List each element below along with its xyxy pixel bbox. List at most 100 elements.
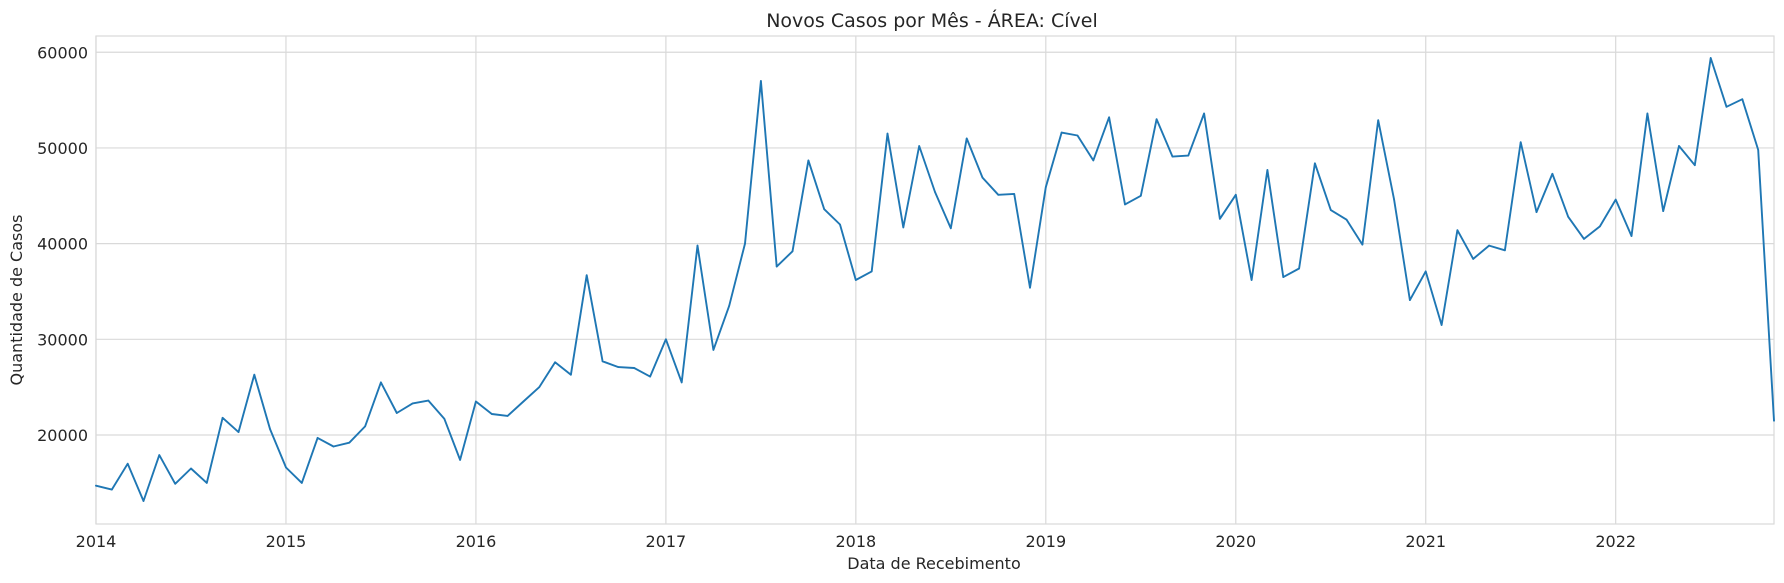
data-point [633, 367, 635, 369]
data-point [823, 208, 825, 210]
data-point [1583, 238, 1585, 240]
data-point [411, 402, 414, 405]
data-point [1456, 229, 1459, 231]
x-tick-label: 2022 [1595, 532, 1636, 551]
data-point [506, 415, 509, 417]
data-point [665, 338, 667, 341]
data-point [174, 483, 176, 485]
data-point [1504, 249, 1506, 252]
data-point [601, 360, 604, 363]
data-point [744, 242, 746, 245]
data-point [1535, 211, 1538, 213]
data-point [1773, 419, 1775, 422]
data-point [1614, 198, 1617, 201]
data-point [1440, 324, 1443, 326]
data-point [712, 349, 715, 351]
data-point [285, 466, 287, 469]
data-point [1694, 164, 1696, 166]
data-point [981, 176, 984, 179]
data-point [870, 270, 873, 273]
data-point [807, 159, 810, 162]
x-axis-ticks: 2014 2015 2016 2017 2018 2019 2020 2021 2022 [76, 532, 1636, 551]
data-point [1599, 225, 1601, 228]
data-point [1424, 270, 1427, 273]
data-point [918, 145, 920, 147]
data-point [111, 488, 113, 491]
x-tick-label: 2018 [835, 532, 876, 551]
data-point [791, 250, 794, 253]
data-point [1187, 154, 1190, 157]
data-point [142, 500, 145, 502]
y-tick-label: 20000 [37, 426, 88, 445]
data-point [1060, 131, 1063, 134]
data-point [934, 191, 936, 193]
data-point [459, 459, 461, 461]
data-point [965, 137, 968, 140]
data-point [427, 399, 430, 402]
data-point [902, 226, 905, 229]
data-point [1741, 98, 1744, 100]
data-point [1140, 195, 1142, 197]
y-tick-label: 60000 [37, 43, 88, 62]
data-point [443, 417, 446, 420]
data-point [1250, 279, 1253, 281]
data-point [237, 431, 240, 433]
data-point [997, 194, 1000, 196]
data-point [221, 417, 224, 419]
data-point [886, 132, 889, 135]
data-point [1235, 194, 1237, 196]
data-point [1488, 244, 1490, 247]
x-tick-label: 2021 [1405, 532, 1446, 551]
data-point [554, 361, 556, 364]
data-point [1630, 235, 1633, 237]
data-point [1029, 286, 1031, 289]
data-point [190, 467, 192, 470]
data-point [1567, 216, 1569, 218]
y-axis-label: Quantidade de Casos [7, 215, 26, 386]
data-point [1472, 258, 1474, 260]
data-point [1203, 112, 1205, 115]
data-point [1219, 218, 1221, 220]
grid-lines [95, 36, 1774, 524]
data-point [1345, 218, 1348, 221]
data-point [396, 412, 398, 414]
data-point [1393, 198, 1395, 201]
data-point [1314, 162, 1316, 165]
x-tick-label: 2019 [1025, 532, 1066, 551]
x-tick-label: 2016 [456, 532, 497, 551]
x-tick-label: 2017 [646, 532, 687, 551]
data-point [316, 437, 319, 439]
data-point [332, 445, 335, 448]
data-point [1092, 159, 1095, 162]
data-point [649, 375, 651, 378]
y-tick-label: 30000 [37, 330, 88, 349]
data-point [522, 400, 525, 403]
data-point [1377, 119, 1379, 121]
data-point [1662, 210, 1664, 212]
data-point [1519, 141, 1522, 143]
y-tick-label: 40000 [37, 235, 88, 254]
data-point [301, 482, 303, 484]
data-point [158, 454, 161, 456]
data-point [1266, 169, 1269, 171]
data-point [775, 265, 778, 268]
data-point [1013, 193, 1015, 195]
plot-frame [95, 35, 1775, 525]
data-point [1725, 106, 1728, 108]
data-point [206, 482, 208, 484]
data-point [680, 381, 683, 384]
data-point [1646, 112, 1649, 115]
data-point [348, 441, 351, 444]
data-point [1076, 134, 1079, 137]
x-axis-label: Data de Recebimento [847, 554, 1021, 573]
data-point [1709, 57, 1712, 59]
chart-title: Novos Casos por Mês - ÁREA: Cível [766, 9, 1098, 32]
series-layer [95, 57, 1775, 502]
data-point [617, 366, 620, 368]
data-point [855, 279, 857, 281]
data-point [1298, 267, 1300, 270]
data-point [696, 244, 699, 247]
data-point [475, 400, 477, 403]
data-point [1124, 203, 1126, 206]
data-point [1551, 173, 1554, 175]
